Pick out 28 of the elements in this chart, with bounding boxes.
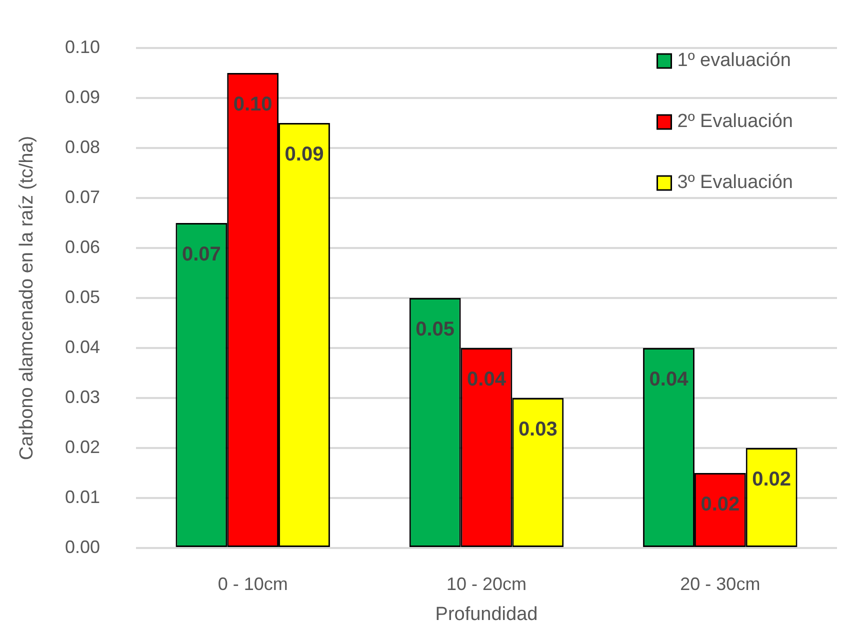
- y-tick-label: 0.10: [64, 36, 100, 57]
- y-axis-title: Carbono alamcenado en la raíz (tc/ha): [16, 136, 38, 460]
- data-label: 0.05: [416, 318, 455, 341]
- data-label: 0.10: [233, 94, 272, 116]
- y-tick-label: 0.05: [64, 286, 100, 307]
- x-tick-label: 20 - 30cm: [680, 574, 760, 594]
- y-tick-label: 0.09: [64, 86, 100, 107]
- x-axis-title: Profundidad: [435, 604, 538, 625]
- data-label: 0.02: [700, 494, 740, 516]
- y-tick-label: 0.02: [64, 436, 100, 457]
- y-tick-label: 0.03: [64, 386, 100, 407]
- y-tick-label: 0.00: [64, 536, 100, 557]
- data-label: 0.02: [752, 468, 792, 491]
- legend-label: 1º evaluación: [677, 50, 791, 72]
- x-tick-label: 0 - 10cm: [218, 574, 288, 594]
- y-tick-label: 0.01: [64, 486, 100, 507]
- x-tick-label: 10 - 20cm: [446, 574, 527, 594]
- legend-label: 2º Evaluación: [677, 111, 794, 132]
- legend-label: 3º Evaluación: [677, 172, 794, 194]
- y-tick-label: 0.08: [64, 136, 100, 157]
- y-tick-label: 0.04: [64, 336, 100, 357]
- data-label: 0.04: [649, 368, 690, 391]
- data-label: 0.04: [467, 368, 507, 391]
- data-label: 0.03: [518, 418, 558, 441]
- data-label: 0.09: [284, 144, 324, 166]
- data-label: 0.07: [182, 244, 221, 266]
- y-tick-label: 0.07: [64, 186, 100, 207]
- y-tick-label: 0.06: [64, 236, 100, 257]
